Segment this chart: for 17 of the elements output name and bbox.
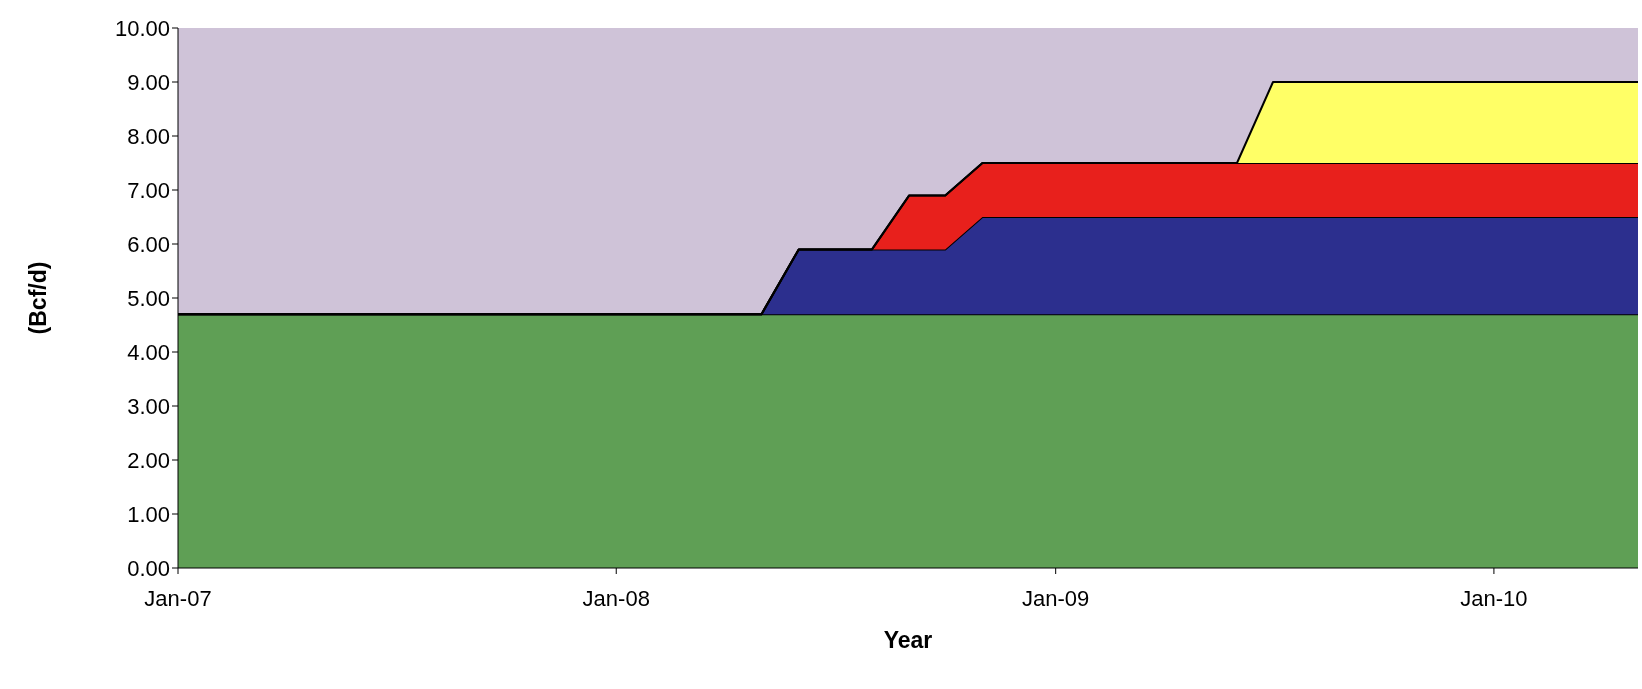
y-tick-label: 0.00 <box>127 555 170 581</box>
y-tick-label: 4.00 <box>127 339 170 365</box>
y-tick-label: 8.00 <box>127 123 170 149</box>
y-tick-label: 5.00 <box>127 285 170 311</box>
y-tick-label: 7.00 <box>127 177 170 203</box>
y-axis-title: (Bcf/d) <box>25 261 52 335</box>
x-tick-label: Jan-07 <box>144 585 212 611</box>
x-tick-label: Jan-09 <box>1022 585 1090 611</box>
y-tick-label: 6.00 <box>127 231 170 257</box>
y-tick-label: 3.00 <box>127 393 170 419</box>
y-tick-label: 1.00 <box>127 501 170 527</box>
x-axis-title: Year <box>883 627 933 653</box>
y-tick-label: 2.00 <box>127 447 170 473</box>
y-tick-label: 9.00 <box>127 69 170 95</box>
y-tick-label: 10.00 <box>114 15 170 41</box>
x-tick-label: Jan-08 <box>582 585 650 611</box>
x-tick-label: Jan-10 <box>1460 585 1528 611</box>
